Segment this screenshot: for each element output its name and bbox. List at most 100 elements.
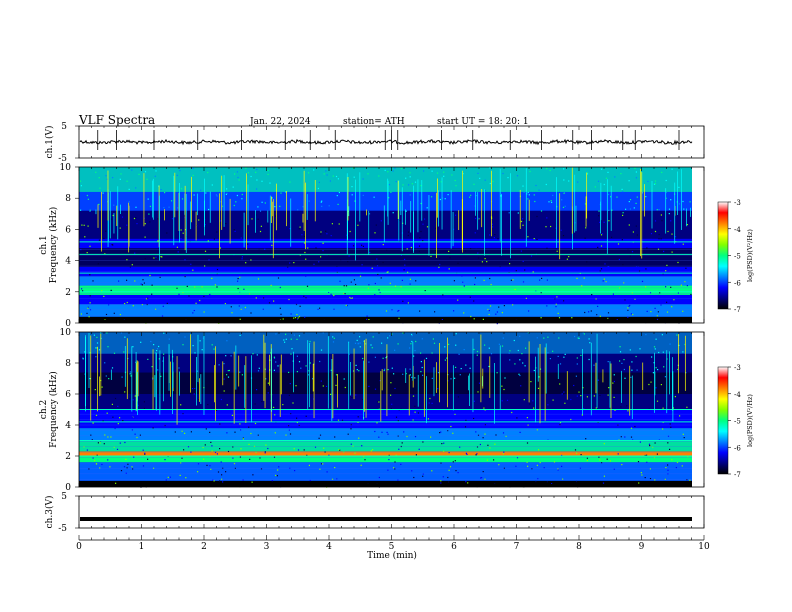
ch2-spectrogram-speckle — [109, 466, 111, 468]
ch2-spectrogram-speckle — [328, 454, 330, 456]
ch1-spectrogram-speckle — [469, 196, 471, 198]
ch1-spectrogram-speckle — [308, 172, 310, 174]
ch2-spectrogram-speckle — [378, 412, 380, 414]
ch2-spectrogram-speckle — [655, 378, 657, 380]
ch1-spectrogram-speckle — [233, 229, 235, 231]
ch2-spectrogram-speckle — [645, 334, 647, 336]
ch1-spectrogram-speckle — [233, 204, 235, 207]
ch1-spectrogram-speckle — [629, 255, 631, 257]
ch1-spectrogram-speckle — [490, 283, 492, 286]
ch1-spectrogram-speckle — [79, 180, 82, 182]
ch1-spectrogram-speckle — [441, 319, 443, 321]
ch1-spectrogram-speckle — [630, 313, 632, 315]
ch2-spectrogram-speckle — [669, 343, 671, 345]
ch1-spectrogram-speckle — [608, 220, 610, 222]
ch1-spectrogram-speckle — [653, 183, 656, 185]
ch1-spectrogram-speckle — [622, 214, 624, 216]
ch2-spectrogram-speckle — [362, 357, 364, 360]
ch1-spectrogram-speckle — [238, 179, 240, 181]
ch2-spectrogram-bottom-strip — [79, 484, 692, 487]
ch2-spectrogram-speckle — [557, 355, 559, 357]
ch2-spectrogram-speckle — [150, 340, 152, 343]
ch1-spectrogram-speckle — [336, 265, 338, 267]
ch2-spectrogram-speckle — [467, 482, 469, 484]
x-axis-tick-label: 6 — [451, 542, 457, 552]
ch2-spectrogram-speckle — [509, 350, 511, 352]
ch2-spectrogram-speckle — [314, 446, 317, 448]
x-axis-tick-label: 5 — [389, 542, 395, 552]
ch1-spectrogram-speckle — [418, 245, 421, 247]
ch2-spectrogram-speckle — [127, 463, 129, 465]
ch2-spectrogram-speckle — [218, 364, 220, 366]
ch2-spectrogram-speckle — [133, 456, 135, 458]
ch2-spectrogram-speckle — [124, 336, 126, 338]
ch2-spectrogram-speckle — [354, 342, 357, 344]
ch1-spectrogram-speckle — [110, 289, 112, 291]
ch1-spectrogram-speckle — [477, 257, 480, 259]
ch2-spectrogram-speckle — [282, 404, 284, 406]
ch2-spectrogram-speckle — [523, 399, 525, 401]
ch2-spectrogram-speckle — [583, 333, 585, 335]
ch2-spectrogram-speckle — [300, 367, 302, 369]
ch2-spectrogram-speckle — [129, 373, 131, 375]
ch1-spectrogram-speckle — [328, 205, 330, 207]
ch1-spectrogram-speckle — [328, 291, 330, 293]
ch1-spectrogram-speckle — [550, 200, 552, 202]
ch2-spectrogram-speckle — [595, 407, 597, 409]
ch1-spectrogram-speckle — [512, 304, 514, 306]
ch2-spectrogram-speckle — [391, 414, 393, 416]
ch2-spectrogram-ytick-label: 2 — [65, 452, 71, 462]
ch2-spectrogram-speckle — [656, 400, 659, 402]
ch1-spectrogram-speckle — [489, 277, 491, 280]
ch2-spectrogram-speckle — [508, 352, 510, 354]
ch1-spectrogram-band — [79, 238, 692, 249]
ch1-spectrogram-speckle — [566, 258, 568, 260]
ch1-spectrogram-speckle — [325, 230, 327, 232]
ch1-spectrogram-speckle — [611, 209, 613, 211]
ch1-spectrogram-speckle — [627, 309, 629, 311]
ch2-spectrogram-speckle — [225, 471, 227, 473]
ch2-spectrogram-speckle — [580, 354, 582, 356]
ch1-spectrogram-speckle — [544, 270, 547, 272]
ch1-spectrogram-speckle — [155, 256, 157, 258]
ch2-spectrogram-speckle — [391, 333, 393, 335]
ch2-spectrogram-speckle — [576, 363, 578, 365]
ch1-spectrogram-speckle — [207, 171, 209, 174]
ch1-spectrogram-speckle — [155, 308, 157, 310]
ch2-spectrogram-speckle — [222, 481, 224, 483]
ch2-spectrogram-speckle — [357, 381, 359, 384]
ch2-spectrogram-speckle — [502, 453, 504, 455]
ch1-spectrogram-speckle — [527, 198, 529, 200]
ch1-spectrogram-speckle — [216, 268, 219, 271]
ch2-spectrogram-speckle — [372, 449, 374, 451]
ch2-spectrogram-speckle — [580, 395, 582, 397]
ch1-spectrogram-speckle — [243, 288, 245, 290]
ch1-spectrogram-speckle — [598, 215, 600, 217]
ch2-spectrogram-speckle — [302, 426, 304, 428]
ch2-spectrogram-speckle — [409, 368, 411, 370]
ch2-spectrogram-speckle — [265, 378, 267, 380]
ch1-spectrogram-speckle — [143, 282, 145, 284]
ch2-spectrogram-speckle — [388, 459, 390, 461]
ch1-spectrogram-speckle — [160, 256, 162, 258]
ch2-spectrogram-speckle — [140, 379, 142, 382]
ch1-spectrogram-speckle — [678, 203, 680, 205]
ch2-spectrogram-speckle — [455, 470, 457, 472]
ch2-spectrogram-speckle — [425, 357, 428, 359]
ch2-spectrogram-speckle — [421, 366, 423, 369]
ch1-spectrogram-speckle — [424, 218, 426, 220]
ch1-spectrogram-speckle — [171, 200, 173, 202]
ch2-spectrogram-speckle — [131, 466, 133, 468]
ch1-spectrogram-speckle — [295, 303, 298, 306]
ch2-spectrogram-speckle — [601, 462, 603, 464]
ch1-spectrogram-speckle — [514, 288, 516, 291]
ch1-spectrogram-speckle — [98, 203, 100, 205]
ch1-spectrogram-speckle — [608, 266, 610, 268]
ch1-spectrogram-speckle — [424, 290, 426, 292]
ch2-spectrogram-speckle — [290, 338, 292, 340]
ch2-spectrogram-speckle — [394, 461, 396, 463]
ch1-spectrogram-speckle — [226, 188, 228, 190]
ch2-spectrogram-speckle — [651, 356, 653, 358]
ch1-spectrogram-speckle — [321, 205, 323, 207]
ch1-spectrogram-speckle — [148, 213, 150, 215]
